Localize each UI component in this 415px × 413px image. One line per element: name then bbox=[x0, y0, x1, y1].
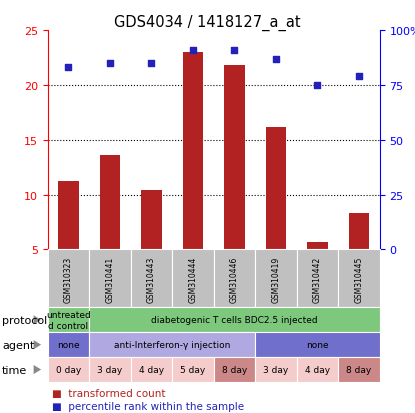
Text: GSM310323: GSM310323 bbox=[64, 256, 73, 302]
Text: agent: agent bbox=[2, 340, 34, 350]
Text: GSM310446: GSM310446 bbox=[230, 256, 239, 302]
Text: time: time bbox=[2, 365, 27, 375]
Text: 3 day: 3 day bbox=[264, 365, 288, 374]
Bar bbox=[224, 66, 245, 250]
Text: ■  transformed count: ■ transformed count bbox=[52, 388, 165, 398]
Text: GSM310419: GSM310419 bbox=[271, 256, 281, 302]
Text: 8 day: 8 day bbox=[347, 365, 371, 374]
Bar bbox=[307, 243, 328, 250]
Text: GDS4034 / 1418127_a_at: GDS4034 / 1418127_a_at bbox=[114, 14, 301, 31]
Point bbox=[65, 65, 72, 71]
Point bbox=[107, 60, 113, 67]
Text: protocol: protocol bbox=[2, 315, 47, 325]
Text: GSM310445: GSM310445 bbox=[354, 256, 364, 302]
Text: none: none bbox=[306, 340, 329, 349]
Point bbox=[190, 47, 196, 54]
Text: untreated
d control: untreated d control bbox=[46, 311, 91, 330]
Text: 4 day: 4 day bbox=[305, 365, 330, 374]
Bar bbox=[266, 127, 286, 250]
Text: GSM310443: GSM310443 bbox=[147, 256, 156, 302]
Bar bbox=[58, 182, 79, 250]
Text: anti-Interferon-γ injection: anti-Interferon-γ injection bbox=[114, 340, 230, 349]
Text: 8 day: 8 day bbox=[222, 365, 247, 374]
Text: GSM310441: GSM310441 bbox=[105, 256, 115, 302]
Point bbox=[314, 82, 321, 89]
Point bbox=[231, 47, 238, 54]
Text: 5 day: 5 day bbox=[181, 365, 205, 374]
Text: 3 day: 3 day bbox=[98, 365, 122, 374]
Bar bbox=[349, 214, 369, 250]
Text: GSM310442: GSM310442 bbox=[313, 256, 322, 302]
Text: GSM310444: GSM310444 bbox=[188, 256, 198, 302]
Text: none: none bbox=[57, 340, 80, 349]
Point bbox=[148, 60, 155, 67]
Bar bbox=[141, 191, 162, 250]
Point bbox=[273, 56, 279, 63]
Bar bbox=[183, 53, 203, 250]
Text: ■  percentile rank within the sample: ■ percentile rank within the sample bbox=[52, 401, 244, 411]
Bar bbox=[100, 156, 120, 250]
Text: 0 day: 0 day bbox=[56, 365, 81, 374]
Point bbox=[356, 74, 362, 80]
Text: diabetogenic T cells BDC2.5 injected: diabetogenic T cells BDC2.5 injected bbox=[151, 316, 318, 325]
Text: 4 day: 4 day bbox=[139, 365, 164, 374]
